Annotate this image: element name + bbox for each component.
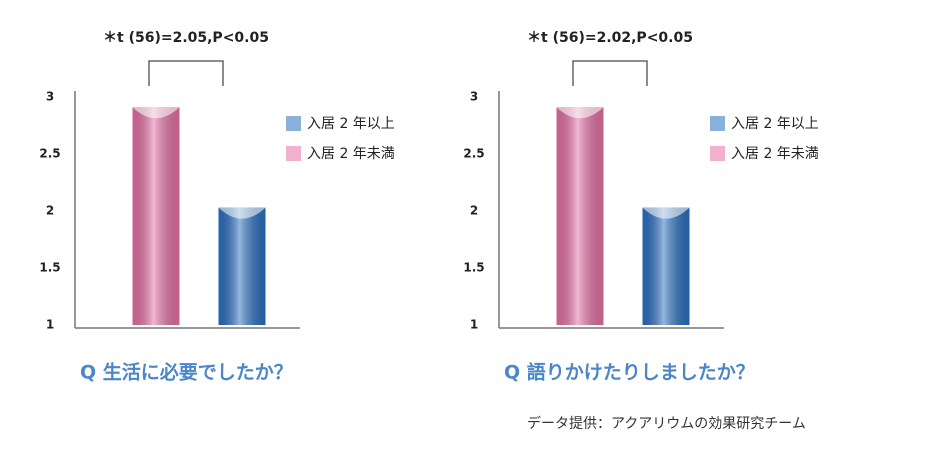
legend-label: 入居 2 年未満 bbox=[307, 146, 395, 162]
bar-shine bbox=[556, 107, 604, 325]
chart-title: Q 語りかけたりしましたか？ bbox=[504, 361, 755, 384]
legend-label: 入居 2 年未満 bbox=[731, 146, 819, 162]
legend-swatch bbox=[286, 116, 301, 131]
source: データ提供：アクアリウムの効果研究チーム bbox=[527, 415, 806, 432]
bracket bbox=[148, 60, 224, 86]
y-tick-label: 1 bbox=[46, 318, 54, 332]
bar-cap bbox=[642, 207, 690, 219]
legend-swatch bbox=[710, 146, 725, 161]
bar-cap bbox=[556, 107, 604, 119]
bar-cap bbox=[132, 107, 180, 119]
chart-title: Q 生活に必要でしたか？ bbox=[80, 361, 293, 384]
y-tick-label: 1 bbox=[470, 318, 478, 332]
legend-label: 入居 2 年以上 bbox=[731, 116, 819, 132]
y-tick-label: 2.5 bbox=[463, 147, 484, 161]
y-tick-label: 3 bbox=[46, 90, 54, 104]
legend-swatch bbox=[710, 116, 725, 131]
y-tick-label: 1.5 bbox=[463, 261, 484, 275]
bar-shine bbox=[642, 207, 690, 325]
bracket bbox=[572, 60, 648, 86]
legend-label: 入居 2 年以上 bbox=[307, 116, 395, 132]
bar-shine bbox=[218, 207, 266, 325]
y-tick-label: 2 bbox=[46, 204, 54, 218]
bar-cap bbox=[218, 207, 266, 219]
y-tick-label: 1.5 bbox=[39, 261, 60, 275]
legend-swatch bbox=[286, 146, 301, 161]
bar-shine bbox=[132, 107, 180, 325]
annotation: ＊t (56)=2.05,P<0.05 bbox=[103, 30, 269, 46]
y-tick-label: 3 bbox=[470, 90, 478, 104]
annotation: ＊t (56)=2.02,P<0.05 bbox=[527, 30, 693, 46]
y-tick-label: 2.5 bbox=[39, 147, 60, 161]
y-tick-label: 2 bbox=[470, 204, 478, 218]
